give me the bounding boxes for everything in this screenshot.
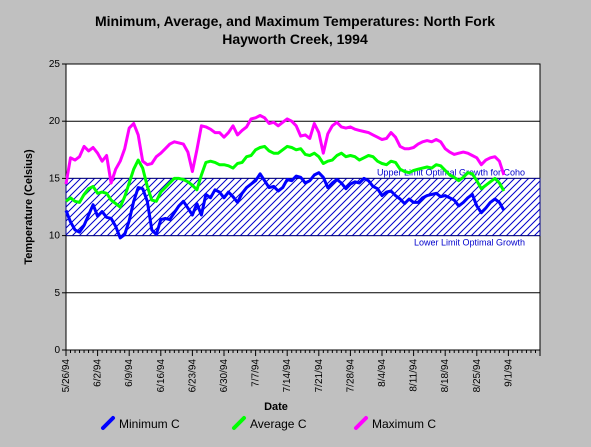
x-tick-label-11: 8/11/94 bbox=[409, 359, 420, 392]
y-tick-label-10: 10 bbox=[49, 231, 61, 242]
x-tick-label-8: 7/21/94 bbox=[314, 359, 325, 393]
chart-title-line2: Hayworth Creek, 1994 bbox=[222, 31, 368, 47]
chart-title-line1: Minimum, Average, and Maximum Temperatur… bbox=[95, 13, 495, 29]
x-tick-label-1: 6/2/94 bbox=[93, 359, 104, 387]
series-line-1 bbox=[65, 144, 506, 209]
x-tick-label-13: 8/25/94 bbox=[472, 359, 483, 393]
y-axis-label: Temperature (Celsius) bbox=[23, 149, 35, 265]
series-line-2 bbox=[64, 114, 506, 185]
x-tick-label-7: 7/14/94 bbox=[282, 359, 293, 393]
upper-limit-annotation: Upper Limit Optimal Growth for Coho bbox=[377, 167, 525, 177]
x-tick-label-5: 6/30/94 bbox=[219, 359, 230, 393]
y-tick-label-20: 20 bbox=[49, 116, 61, 127]
y-axis: 0 5 10 15 20 25 bbox=[49, 59, 66, 356]
x-tick-label-0: 5/26/94 bbox=[61, 359, 72, 393]
legend-label-0: Minimum C bbox=[119, 417, 180, 431]
x-tick-label-9: 7/28/94 bbox=[345, 359, 356, 393]
series-lines bbox=[64, 114, 506, 240]
lower-limit-annotation: Lower Limit Optimal Growth bbox=[414, 238, 525, 248]
x-axis-label: Date bbox=[264, 401, 288, 413]
y-tick-label-5: 5 bbox=[54, 288, 60, 299]
legend-swatch-0 bbox=[101, 416, 115, 430]
legend-swatch-1 bbox=[232, 416, 246, 430]
series-line-0 bbox=[64, 171, 506, 240]
y-tick-label-15: 15 bbox=[49, 173, 61, 184]
x-axis: 5/26/94 6/2/94 6/9/94 6/16/94 6/23/94 6/30/94… bbox=[61, 350, 541, 393]
x-tick-label-2: 6/9/94 bbox=[124, 359, 135, 387]
y-tick-label-25: 25 bbox=[49, 59, 61, 70]
x-tick-label-14: 9/1/94 bbox=[503, 359, 514, 387]
x-tick-label-12: 8/18/94 bbox=[440, 359, 451, 393]
x-tick-label-4: 6/23/94 bbox=[187, 359, 198, 393]
x-tick-label-3: 6/16/94 bbox=[156, 359, 167, 393]
x-tick-label-6: 7/7/94 bbox=[251, 359, 262, 387]
legend-label-1: Average C bbox=[250, 417, 307, 431]
legend: Minimum C Average C Maximum C bbox=[101, 416, 436, 431]
y-tick-label-0: 0 bbox=[54, 345, 60, 356]
optimal-growth-band bbox=[65, 177, 541, 237]
legend-swatch-2 bbox=[354, 416, 368, 430]
x-tick-label-10: 8/4/94 bbox=[377, 359, 388, 387]
legend-label-2: Maximum C bbox=[372, 417, 436, 431]
